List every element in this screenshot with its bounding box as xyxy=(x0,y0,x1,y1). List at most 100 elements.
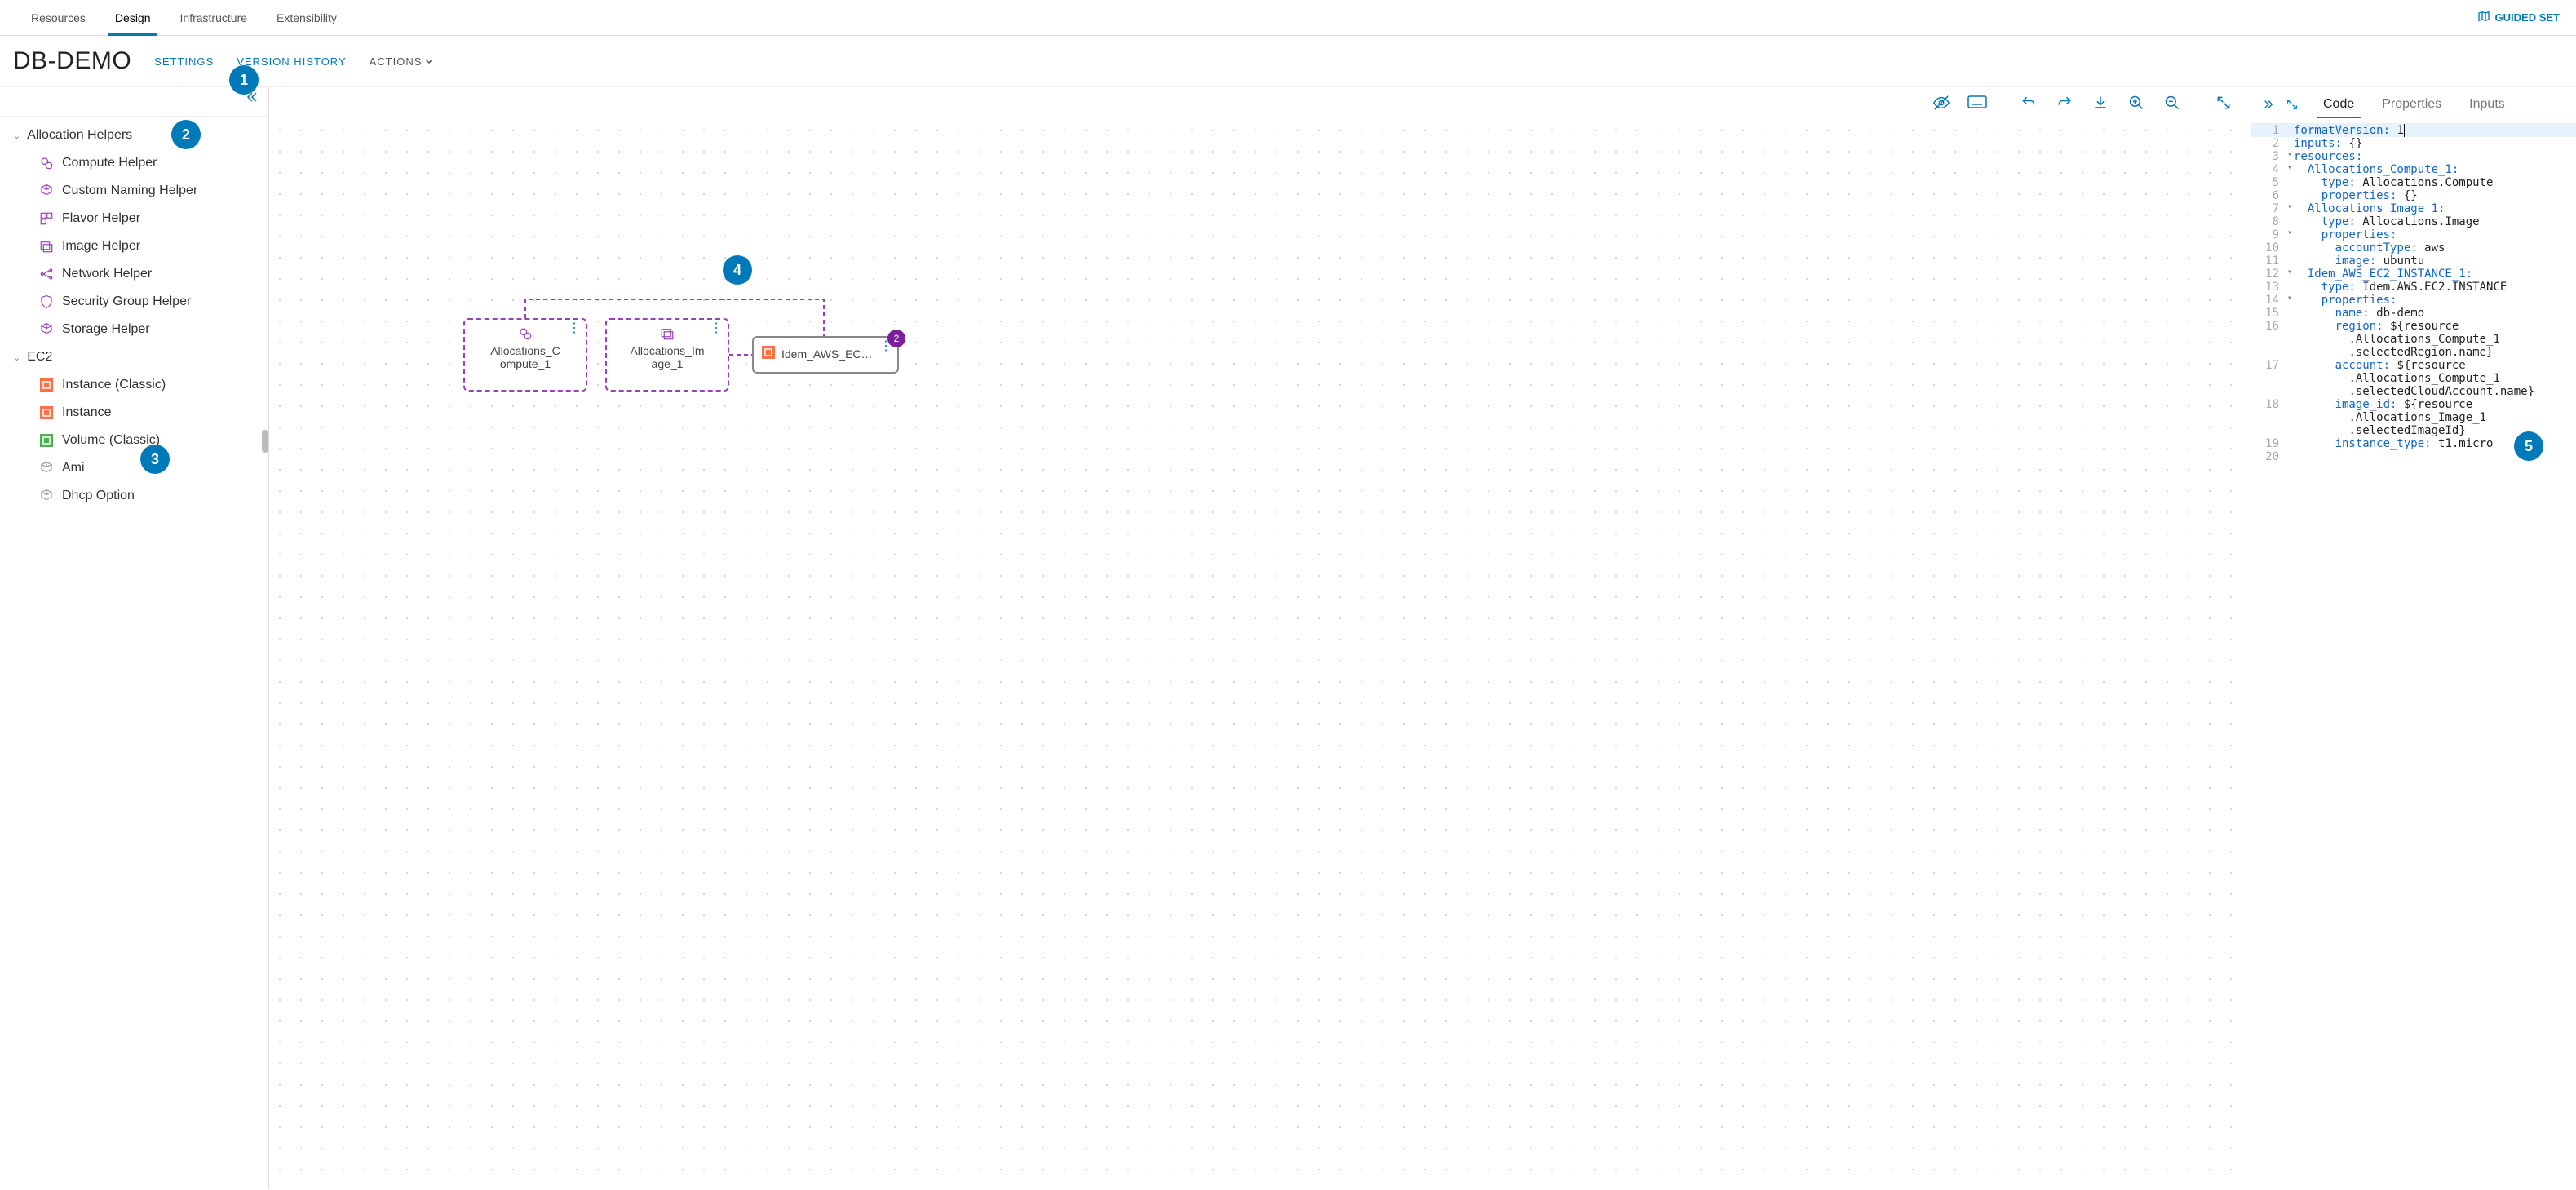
panel-collapse-icon[interactable] xyxy=(2263,99,2274,113)
code-editor[interactable]: 1formatVersion: 12inputs: {}3▾resources:… xyxy=(2251,124,2576,1189)
code-line[interactable]: 3▾resources: xyxy=(2251,150,2576,163)
keyboard-icon[interactable] xyxy=(1967,92,1988,113)
guided-label: GUIDED SET xyxy=(2495,11,2560,24)
palette-item[interactable]: Image Helper xyxy=(0,232,268,260)
sub-header: DB-DEMO SETTINGS VERSION HISTORY ACTIONS… xyxy=(0,36,2576,87)
code-line[interactable]: .Allocations_Compute_1 xyxy=(2251,372,2576,385)
group-label: EC2 xyxy=(27,350,52,365)
panel-tab-properties[interactable]: Properties xyxy=(2375,92,2448,118)
code-line[interactable]: 9▾ properties: xyxy=(2251,228,2576,241)
code-line[interactable]: 6 properties: {} xyxy=(2251,189,2576,202)
code-line[interactable]: 18 image_id: ${resource xyxy=(2251,398,2576,411)
node-menu-icon[interactable]: ⋮ xyxy=(710,325,723,333)
sq-icon xyxy=(39,378,54,392)
group-header[interactable]: ⌄Allocation Helpers xyxy=(0,122,268,149)
redo-icon[interactable] xyxy=(2054,92,2075,113)
canvas-node[interactable]: ⋮Idem_AWS_EC…2 xyxy=(752,336,899,374)
visibility-icon[interactable] xyxy=(1931,92,1952,113)
guided-setup-link[interactable]: GUIDED SET xyxy=(2477,10,2560,25)
code-line[interactable]: 7▾ Allocations_Image_1: xyxy=(2251,202,2576,215)
palette-item[interactable]: Instance (Classic) xyxy=(0,371,268,399)
map-icon xyxy=(2477,10,2490,25)
canvas-node[interactable]: ⋮ Allocations_Image_1 xyxy=(605,318,729,392)
code-line[interactable]: .Allocations_Image_1 xyxy=(2251,411,2576,424)
settings-link[interactable]: SETTINGS xyxy=(154,55,214,68)
code-line[interactable]: 16 region: ${resource xyxy=(2251,320,2576,333)
scrollbar-thumb[interactable] xyxy=(262,430,268,453)
palette-item[interactable]: Flavor Helper xyxy=(0,205,268,232)
code-line[interactable]: .selectedRegion.name} xyxy=(2251,346,2576,359)
group-label: Allocation Helpers xyxy=(27,128,132,143)
cube-icon xyxy=(39,184,54,198)
node-menu-icon[interactable]: ⋮ xyxy=(568,325,581,333)
node-label: Allocations_Compute_1 xyxy=(470,344,581,370)
canvas-node[interactable]: ⋮ Allocations_Compute_1 xyxy=(463,318,587,392)
sq-icon xyxy=(39,433,54,448)
item-label: Instance xyxy=(62,405,111,420)
flavor-icon xyxy=(39,211,54,226)
undo-icon[interactable] xyxy=(2018,92,2039,113)
callout-badge: 1 xyxy=(229,65,259,95)
panel-expand-icon[interactable] xyxy=(2286,98,2299,113)
palette-item[interactable]: Ami xyxy=(0,454,268,482)
right-panel: Code Properties Inputs 1formatVersion: 12i… xyxy=(2251,87,2576,1189)
code-line[interactable]: .Allocations_Compute_1 xyxy=(2251,333,2576,346)
node-label: Allocations_Image_1 xyxy=(612,344,723,370)
code-line[interactable]: 12▾ Idem_AWS_EC2_INSTANCE_1: xyxy=(2251,268,2576,281)
top-nav: ResourcesDesignInfrastructureExtensibili… xyxy=(0,0,2576,36)
download-icon[interactable] xyxy=(2090,92,2111,113)
palette-item[interactable]: Network Helper xyxy=(0,260,268,288)
node-badge: 2 xyxy=(887,330,905,347)
version-history-link[interactable]: VERSION HISTORY xyxy=(237,55,346,68)
item-label: Instance (Classic) xyxy=(62,378,166,392)
code-line[interactable]: 14▾ properties: xyxy=(2251,294,2576,307)
code-line[interactable]: 4▾ Allocations_Compute_1: xyxy=(2251,163,2576,176)
item-label: Network Helper xyxy=(62,267,152,281)
item-label: Flavor Helper xyxy=(62,211,140,226)
palette-item[interactable]: Security Group Helper xyxy=(0,288,268,316)
callout-badge: 3 xyxy=(140,445,170,474)
expand-icon[interactable] xyxy=(2213,92,2234,113)
sq-icon xyxy=(39,405,54,420)
actions-menu[interactable]: ACTIONS xyxy=(370,55,434,68)
nav-tab-infrastructure[interactable]: Infrastructure xyxy=(166,0,262,36)
zoom-out-icon[interactable] xyxy=(2162,92,2183,113)
zoom-in-icon[interactable] xyxy=(2126,92,2147,113)
security-icon xyxy=(39,294,54,309)
code-line[interactable]: 17 account: ${resource xyxy=(2251,359,2576,372)
palette-item[interactable]: Storage Helper xyxy=(0,316,268,343)
code-line[interactable]: 1formatVersion: 1 xyxy=(2251,124,2576,137)
code-line[interactable]: 13 type: Idem.AWS.EC2.INSTANCE xyxy=(2251,281,2576,294)
actions-label: ACTIONS xyxy=(370,55,423,68)
palette-item[interactable]: Dhcp Option xyxy=(0,482,268,510)
item-label: Volume (Classic) xyxy=(62,433,160,448)
nav-tab-design[interactable]: Design xyxy=(100,0,166,36)
canvas[interactable]: ⋮ Allocations_Compute_1 ⋮ Allocations_Image… xyxy=(269,87,2251,1189)
group-header[interactable]: ⌄EC2 xyxy=(0,343,268,371)
network-icon xyxy=(39,267,54,281)
item-label: Custom Naming Helper xyxy=(62,184,197,198)
compute-icon xyxy=(39,156,54,170)
item-label: Security Group Helper xyxy=(62,294,191,309)
code-line[interactable]: 15 name: db-demo xyxy=(2251,307,2576,320)
nav-tab-extensibility[interactable]: Extensibility xyxy=(262,0,352,36)
nav-tab-resources[interactable]: Resources xyxy=(16,0,100,36)
node-label: Idem_AWS_EC… xyxy=(781,347,873,361)
code-line[interactable]: 5 type: Allocations.Compute xyxy=(2251,176,2576,189)
palette-item[interactable]: Compute Helper xyxy=(0,149,268,177)
code-line[interactable]: 2inputs: {} xyxy=(2251,137,2576,150)
code-line[interactable]: 8 type: Allocations.Image xyxy=(2251,215,2576,228)
cube-icon xyxy=(39,489,54,503)
palette-item[interactable]: Custom Naming Helper xyxy=(0,177,268,205)
item-label: Compute Helper xyxy=(62,156,157,170)
palette-item[interactable]: Volume (Classic) xyxy=(0,427,268,454)
code-line[interactable]: 11 image: ubuntu xyxy=(2251,254,2576,268)
page-title: DB-DEMO xyxy=(13,47,131,75)
code-line[interactable]: 10 accountType: aws xyxy=(2251,241,2576,254)
chevron-down-icon xyxy=(425,55,433,68)
panel-tab-inputs[interactable]: Inputs xyxy=(2463,92,2512,118)
code-line[interactable]: .selectedCloudAccount.name} xyxy=(2251,385,2576,398)
panel-tab-code[interactable]: Code xyxy=(2317,92,2361,118)
palette-item[interactable]: Instance xyxy=(0,399,268,427)
item-label: Dhcp Option xyxy=(62,489,135,503)
